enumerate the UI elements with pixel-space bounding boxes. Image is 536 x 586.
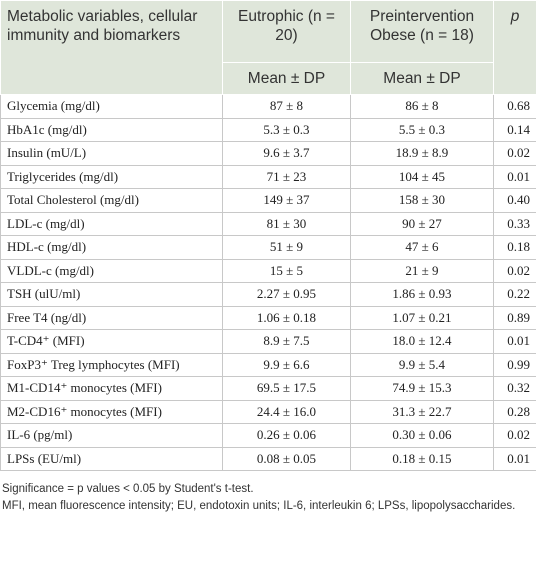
table-row: Total Cholesterol (mg/dl) 149 ± 37 158 ± 3…: [0, 188, 536, 213]
cell: 69.5 ± 17.5: [222, 376, 351, 401]
row-label: M1-CD14⁺ monocytes (MFI): [0, 376, 223, 401]
data-table: Metabolic variables, cellular immunity a…: [0, 0, 536, 471]
row-label: HDL-c (mg/dl): [0, 235, 223, 260]
cell: 0.01: [493, 164, 536, 189]
table-row: FoxP3⁺ Treg lymphocytes (MFI) 9.9 ± 6.6 9.…: [0, 352, 536, 377]
cell: 5.3 ± 0.3: [222, 117, 351, 142]
header-cell: Mean ± DP: [222, 62, 351, 95]
header-cell: p: [493, 0, 536, 95]
cell: 2.27 ± 0.95: [222, 282, 351, 307]
cell: 1.06 ± 0.18: [222, 305, 351, 330]
row-label: M2-CD16⁺ monocytes (MFI): [0, 399, 223, 424]
row-label: VLDL-c (mg/dl): [0, 258, 223, 283]
cell: 149 ± 37: [222, 188, 351, 213]
header-cell: Mean ± DP: [350, 62, 494, 95]
cell: 104 ± 45: [350, 164, 494, 189]
row-label: Triglycerides (mg/dl): [0, 164, 223, 189]
header-cell: Eutrophic (n = 20): [222, 0, 351, 63]
cell: 0.28: [493, 399, 536, 424]
cell: 90 ± 27: [350, 211, 494, 236]
row-label: Insulin (mU/L): [0, 141, 223, 166]
cell: 0.18 ± 0.15: [350, 446, 494, 471]
table-row: M2-CD16⁺ monocytes (MFI) 24.4 ± 16.0 31.3 …: [0, 399, 536, 424]
cell: 15 ± 5: [222, 258, 351, 283]
cell: 0.02: [493, 258, 536, 283]
cell: 0.68: [493, 94, 536, 119]
row-label: FoxP3⁺ Treg lymphocytes (MFI): [0, 352, 223, 377]
cell: 0.30 ± 0.06: [350, 423, 494, 448]
cell: 9.9 ± 5.4: [350, 352, 494, 377]
row-label: TSH (ulU/ml): [0, 282, 223, 307]
cell: 24.4 ± 16.0: [222, 399, 351, 424]
table-body: Glycemia (mg/dl) 87 ± 8 86 ± 8 0.68 HbA1c (m…: [0, 94, 536, 471]
cell: 0.01: [493, 329, 536, 354]
table-header: Metabolic variables, cellular immunity a…: [0, 0, 536, 95]
cell: 71 ± 23: [222, 164, 351, 189]
cell: 1.07 ± 0.21: [350, 305, 494, 330]
table-row: TSH (ulU/ml) 2.27 ± 0.95 1.86 ± 0.93 0.22: [0, 282, 536, 307]
row-label: T-CD4⁺ (MFI): [0, 329, 223, 354]
cell: 0.33: [493, 211, 536, 236]
cell: 86 ± 8: [350, 94, 494, 119]
cell: 51 ± 9: [222, 235, 351, 260]
cell: 9.9 ± 6.6: [222, 352, 351, 377]
cell: 9.6 ± 3.7: [222, 141, 351, 166]
cell: 74.9 ± 15.3: [350, 376, 494, 401]
row-label: Total Cholesterol (mg/dl): [0, 188, 223, 213]
cell: 0.18: [493, 235, 536, 260]
row-label: LPSs (EU/ml): [0, 446, 223, 471]
table-row: Glycemia (mg/dl) 87 ± 8 86 ± 8 0.68: [0, 94, 536, 119]
header-cell: Metabolic variables, cellular immunity a…: [0, 0, 223, 95]
cell: 87 ± 8: [222, 94, 351, 119]
table-row: Insulin (mU/L) 9.6 ± 3.7 18.9 ± 8.9 0.02: [0, 141, 536, 166]
footnote: Significance = p values < 0.05 by Studen…: [2, 483, 254, 495]
cell: 0.99: [493, 352, 536, 377]
row-label: LDL-c (mg/dl): [0, 211, 223, 236]
cell: 0.02: [493, 141, 536, 166]
cell: 0.32: [493, 376, 536, 401]
cell: 1.86 ± 0.93: [350, 282, 494, 307]
row-label: Free T4 (ng/dl): [0, 305, 223, 330]
footnote: MFI, mean fluorescence intensity; EU, en…: [2, 500, 516, 512]
row-label: IL-6 (pg/ml): [0, 423, 223, 448]
cell: 31.3 ± 22.7: [350, 399, 494, 424]
cell: 47 ± 6: [350, 235, 494, 260]
table-row: VLDL-c (mg/dl) 15 ± 5 21 ± 9 0.02: [0, 258, 536, 283]
table-row: Free T4 (ng/dl) 1.06 ± 0.18 1.07 ± 0.21 0.8…: [0, 305, 536, 330]
cell: 81 ± 30: [222, 211, 351, 236]
cell: 8.9 ± 7.5: [222, 329, 351, 354]
table-row: IL-6 (pg/ml) 0.26 ± 0.06 0.30 ± 0.06 0.02: [0, 423, 536, 448]
row-label: HbA1c (mg/dl): [0, 117, 223, 142]
cell: 158 ± 30: [350, 188, 494, 213]
cell: 18.9 ± 8.9: [350, 141, 494, 166]
cell: 0.01: [493, 446, 536, 471]
row-label: Glycemia (mg/dl): [0, 94, 223, 119]
table-row: LPSs (EU/ml) 0.08 ± 0.05 0.18 ± 0.15 0.01: [0, 446, 536, 471]
cell: 0.89: [493, 305, 536, 330]
cell: 5.5 ± 0.3: [350, 117, 494, 142]
header-cell: Preintervention Obese (n = 18): [350, 0, 494, 63]
table-row: HDL-c (mg/dl) 51 ± 9 47 ± 6 0.18: [0, 235, 536, 260]
cell: 0.26 ± 0.06: [222, 423, 351, 448]
cell: 0.02: [493, 423, 536, 448]
table-row: LDL-c (mg/dl) 81 ± 30 90 ± 27 0.33: [0, 211, 536, 236]
footnotes: Significance = p values < 0.05 by Studen…: [0, 471, 536, 515]
cell: 0.22: [493, 282, 536, 307]
table-row: HbA1c (mg/dl) 5.3 ± 0.3 5.5 ± 0.3 0.14: [0, 117, 536, 142]
cell: 0.08 ± 0.05: [222, 446, 351, 471]
cell: 18.0 ± 12.4: [350, 329, 494, 354]
cell: 0.14: [493, 117, 536, 142]
table-row: Triglycerides (mg/dl) 71 ± 23 104 ± 45 0.01: [0, 164, 536, 189]
table-row: T-CD4⁺ (MFI) 8.9 ± 7.5 18.0 ± 12.4 0.01: [0, 329, 536, 354]
cell: 0.40: [493, 188, 536, 213]
cell: 21 ± 9: [350, 258, 494, 283]
table-row: M1-CD14⁺ monocytes (MFI) 69.5 ± 17.5 74.9 …: [0, 376, 536, 401]
